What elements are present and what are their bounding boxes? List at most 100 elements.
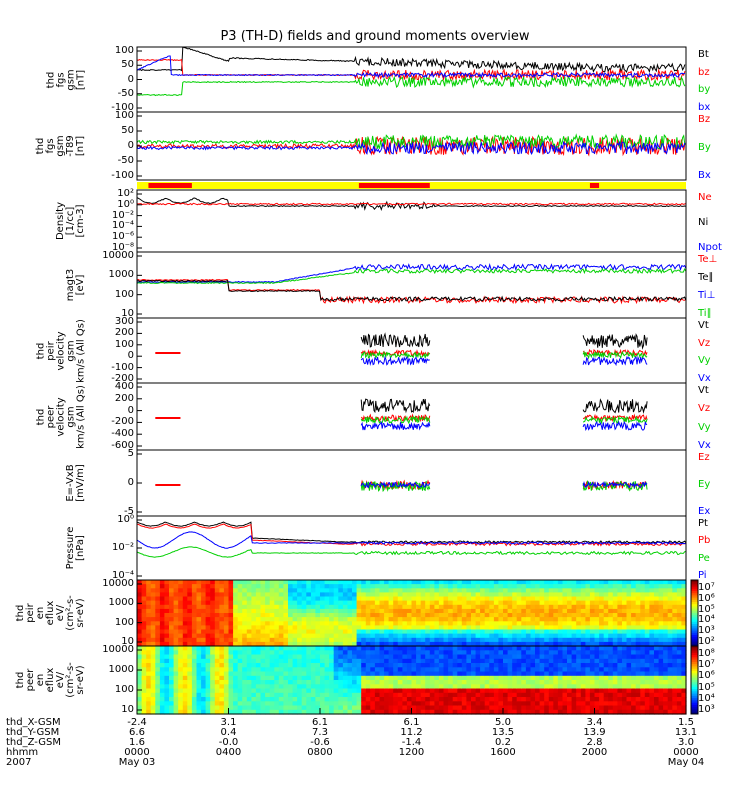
y-tick-label: -200 [111, 373, 134, 384]
spectro-cell [150, 580, 156, 585]
spectro-cell [406, 646, 413, 651]
colorbar-cell [691, 704, 698, 708]
spectro-cell [667, 608, 673, 614]
spectro-cell [562, 604, 568, 610]
spectro-cell [242, 684, 248, 690]
spectro-cell [228, 592, 234, 598]
spectro-cell [425, 641, 431, 647]
spectro-cell [310, 584, 317, 589]
spectro-cell [553, 600, 559, 606]
spectro-cell [452, 650, 458, 656]
spectro-cell [429, 608, 435, 614]
spectro-cell [333, 613, 339, 618]
spectro-cell [525, 675, 532, 681]
spectro-cell [242, 646, 248, 651]
spectro-cell [471, 588, 477, 593]
spectro-cell [269, 613, 275, 618]
spectro-cell [471, 658, 477, 664]
spectro-cell [269, 671, 275, 677]
spectro-cell [599, 608, 605, 614]
spectro-cell [141, 580, 147, 585]
spectro-cell [347, 629, 353, 635]
spectro-cell [223, 663, 230, 668]
spectro-cell [201, 584, 207, 589]
colorbar-cell [691, 668, 698, 672]
spectro-cell [338, 600, 344, 606]
spectro-cell [658, 608, 664, 614]
spectro-cell [471, 637, 477, 643]
spectro-cell [265, 584, 271, 589]
spectro-cell [571, 584, 577, 589]
spectro-cell [233, 667, 239, 673]
spectro-cell [425, 580, 431, 585]
colorbar-cell [691, 695, 698, 699]
spectro-cell [178, 633, 184, 639]
spectro-cell [681, 637, 687, 643]
spectro-cell [164, 680, 170, 685]
spectro-cell [159, 705, 166, 711]
spectro-cell [425, 584, 431, 589]
spectro-cell [329, 596, 335, 602]
spectro-cell [553, 680, 559, 685]
spectro-cell [356, 688, 362, 694]
spectro-cell [388, 658, 394, 664]
spectro-cell [397, 701, 403, 707]
spectro-cell [507, 625, 513, 631]
spectro-cell [503, 701, 509, 707]
spectro-cell [406, 663, 413, 668]
spectro-cell [223, 688, 230, 694]
efield-Ex-line-1 [582, 481, 648, 490]
spectro-cell [658, 613, 664, 618]
spectro-cell [498, 701, 504, 707]
spectro-cell [333, 641, 339, 647]
spectro-cell [484, 680, 490, 685]
spectro-cell [146, 654, 152, 660]
spectro-cell [617, 629, 623, 635]
spectro-cell [146, 675, 152, 681]
spectro-cell [457, 633, 463, 639]
spectro-cell [599, 658, 605, 664]
spectro-cell [255, 650, 262, 656]
spectro-cell [622, 604, 628, 610]
spectro-cell [251, 675, 257, 681]
spectro-cell [562, 637, 568, 643]
spectro-cell [617, 680, 623, 685]
spectro-cell [301, 613, 307, 618]
spectro-cell [260, 633, 266, 639]
spectro-cell [306, 592, 312, 598]
spectro-cell [196, 592, 202, 598]
spectro-cell [388, 580, 394, 585]
spectro-cell [484, 688, 490, 694]
x-row-label: thd_X-GSM [6, 717, 61, 728]
spectro-cell [187, 600, 193, 606]
spectro-cell [612, 667, 618, 673]
spectro-cell [274, 604, 280, 610]
spectro-cell [397, 621, 403, 626]
spectro-cell [141, 621, 147, 626]
spectro-cell [342, 584, 349, 589]
spectro-cell [539, 580, 545, 585]
spectro-cell [525, 667, 532, 673]
spectro-cell [503, 625, 509, 631]
spectro-cell [649, 701, 655, 707]
spectro-cell [237, 671, 243, 677]
spectro-cell [608, 604, 614, 610]
spectro-cell [329, 646, 335, 651]
spectro-cell [370, 617, 376, 622]
spectro-cell [196, 641, 202, 647]
spectro-cell [580, 709, 586, 715]
spectro-cell [306, 588, 312, 593]
spectro-cell [548, 604, 554, 610]
spectro-cell [457, 604, 463, 610]
spectro-cell [466, 663, 472, 668]
spectro-cell [457, 675, 463, 681]
spectro-cell [237, 675, 243, 681]
spectro-cell [361, 641, 367, 647]
spectro-cell [333, 650, 339, 656]
spectro-cell [493, 600, 500, 606]
spectro-cell [260, 584, 266, 589]
spectro-cell [219, 637, 225, 643]
spectro-cell [361, 625, 367, 631]
spectro-cell [333, 580, 339, 585]
spectro-cell [191, 705, 198, 711]
